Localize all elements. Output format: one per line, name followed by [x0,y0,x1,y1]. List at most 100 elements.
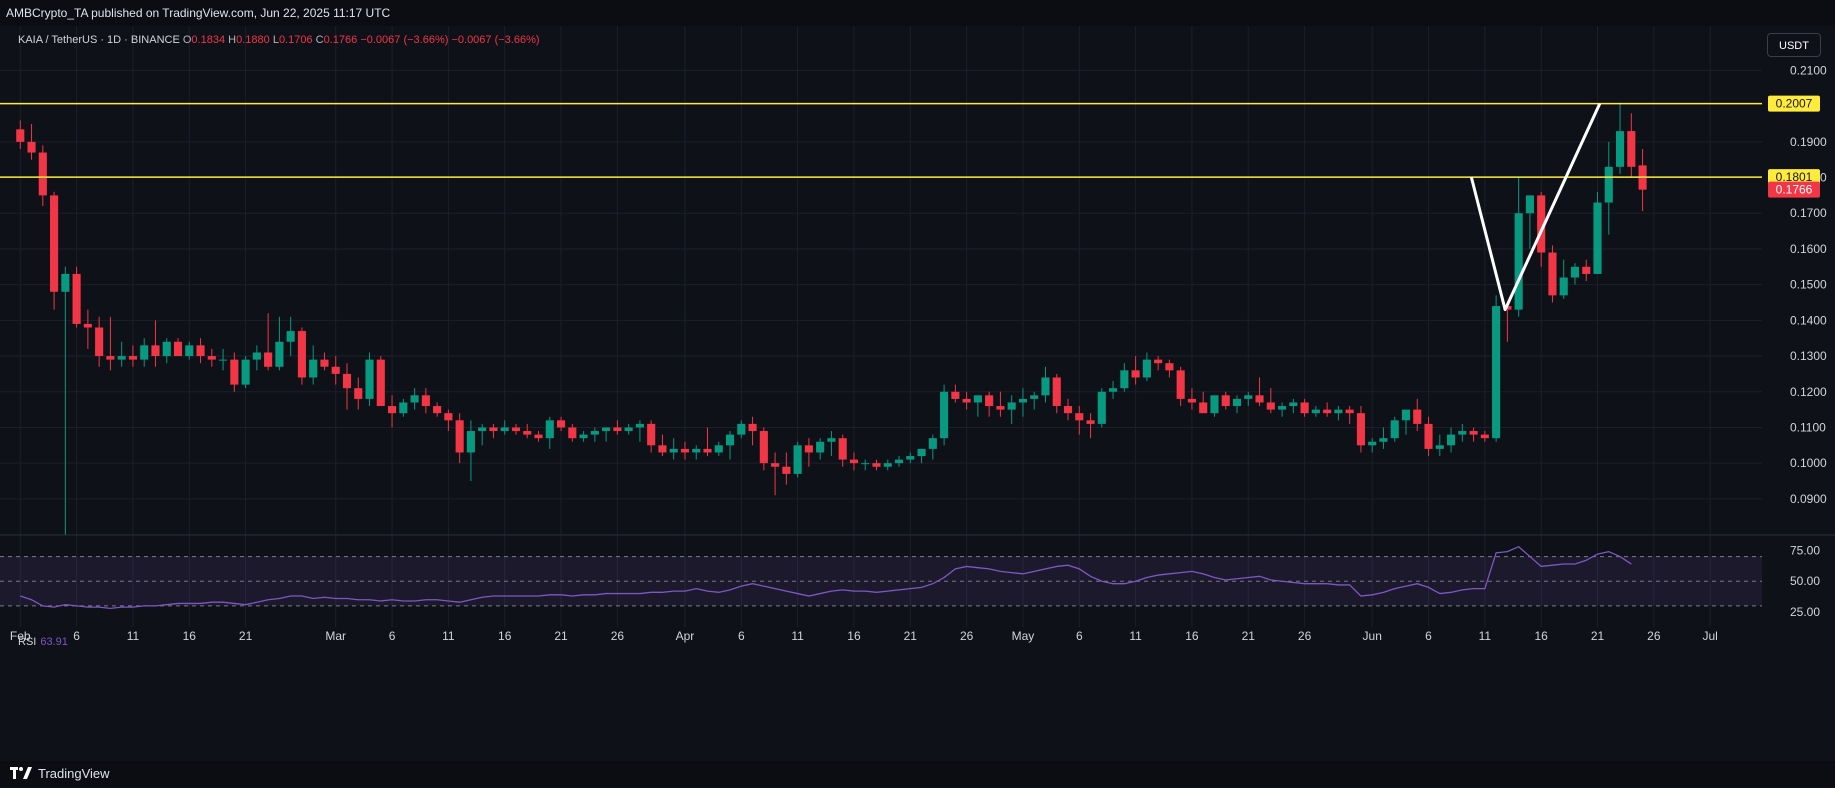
candle-up [669,448,678,453]
candle-up [1007,402,1016,410]
candle-down [376,359,385,407]
candle-up [579,434,588,439]
candle-down [1548,252,1557,296]
candle-up [816,441,825,453]
candle-up [140,345,149,360]
candle-down [128,356,137,360]
candle-up [1559,277,1568,296]
time-tick-label: Jun [1363,629,1382,643]
candle-up [219,359,228,361]
candle-up [286,331,295,342]
high-value: 0.1880 [236,34,270,46]
price-tick-label: 0.1900 [1790,135,1827,149]
chart-area[interactable]: 0.21000.19000.18000.17000.16000.15000.14… [0,24,1835,761]
open-label: O [182,34,192,46]
time-tick-label: 21 [239,629,253,643]
time-tick-label: Apr [676,629,695,643]
change-value-2: −0.0067 (−3.66%) [451,34,540,46]
candle-up [635,423,644,428]
candle-up [917,448,926,457]
candle-down [647,423,656,446]
time-tick-label: 21 [554,629,568,643]
candle-down [1345,409,1354,414]
candle-up [1311,409,1320,414]
candle-up [466,431,475,453]
candle-down [342,373,352,389]
candle-up [1334,409,1343,414]
time-tick-label: 6 [738,629,745,643]
time-tick-label: 11 [442,629,455,643]
candle-down [1075,413,1084,421]
candle-down [680,448,690,453]
time-tick-label: 16 [183,629,197,643]
time-tick-label: 16 [498,629,512,643]
candle-down [1176,370,1185,399]
time-tick-label: 11 [1479,629,1492,643]
candle-up [725,434,735,446]
candle-down [996,406,1005,410]
candle-down [985,395,994,407]
price-tick-label: 0.0900 [1790,492,1827,506]
rsi-label[interactable]: RSI [18,636,37,648]
time-tick-label: 6 [1076,629,1083,643]
open-value: 0.1834 [191,34,226,46]
candle-down [962,398,971,403]
last-price-label: 0.1766 [1776,183,1813,197]
candle-down [455,420,464,453]
time-tick-label: 26 [611,629,625,643]
candle-down [1199,402,1208,414]
candle-up [894,459,904,464]
candle-up [1401,409,1411,421]
candle-down [1627,131,1636,167]
candle-down [388,406,397,414]
candle-up [61,273,70,292]
symbol-label[interactable]: KAIA / TetherUS · 1D · BINANCE [18,34,180,46]
candle-down [613,427,622,432]
price-tick-label: 0.1500 [1790,278,1827,292]
candle-down [782,466,791,474]
time-tick-label: 16 [847,629,861,643]
candle-down [83,323,92,328]
candle-up [940,391,949,439]
candle-up [928,438,937,449]
candle-up [241,359,250,385]
candle-up [737,423,746,435]
candle-up [1018,398,1028,403]
footer-brand[interactable]: TradingView [38,766,110,781]
candle-down [568,427,577,439]
candle-down [1266,402,1275,410]
time-tick-label: May [1012,629,1035,643]
tradingview-logo-icon[interactable] [10,762,32,788]
price-tick-label: 0.2100 [1790,63,1827,77]
candle-down [27,141,36,153]
time-tick-label: 26 [1647,629,1661,643]
candle-down [230,359,239,385]
change-value: −0.0067 (−3.66%) [360,34,449,46]
candle-up [692,448,701,453]
currency-button[interactable]: USDT [1767,33,1821,57]
candle-down [1582,266,1591,274]
candle-down [331,366,340,374]
candle-up [309,359,318,378]
candle-up [1593,202,1602,274]
time-tick-label: 21 [1242,629,1256,643]
time-tick-label: 26 [960,629,974,643]
price-chart[interactable]: 0.21000.19000.18000.17000.16000.15000.14… [0,24,1835,761]
price-tick-label: 0.1100 [1790,420,1826,434]
candle-down [748,423,757,432]
candle-up [365,359,374,399]
candle-up [624,427,633,432]
candle-up [973,395,982,403]
candle-up [590,431,599,435]
candle-up [185,345,194,357]
candle-down [444,413,453,421]
candle-down [703,448,712,453]
time-tick-label: 21 [1591,629,1605,643]
candle-down [1480,434,1489,439]
last-price-tag [1768,181,1820,198]
candle-down [1300,402,1309,414]
candle-down [523,431,532,435]
level-price-label: 0.1801 [1776,170,1813,184]
ohlc-legend: KAIA / TetherUS · 1D · BINANCE O0.1834 H… [18,34,540,46]
candle-down [1424,423,1433,449]
